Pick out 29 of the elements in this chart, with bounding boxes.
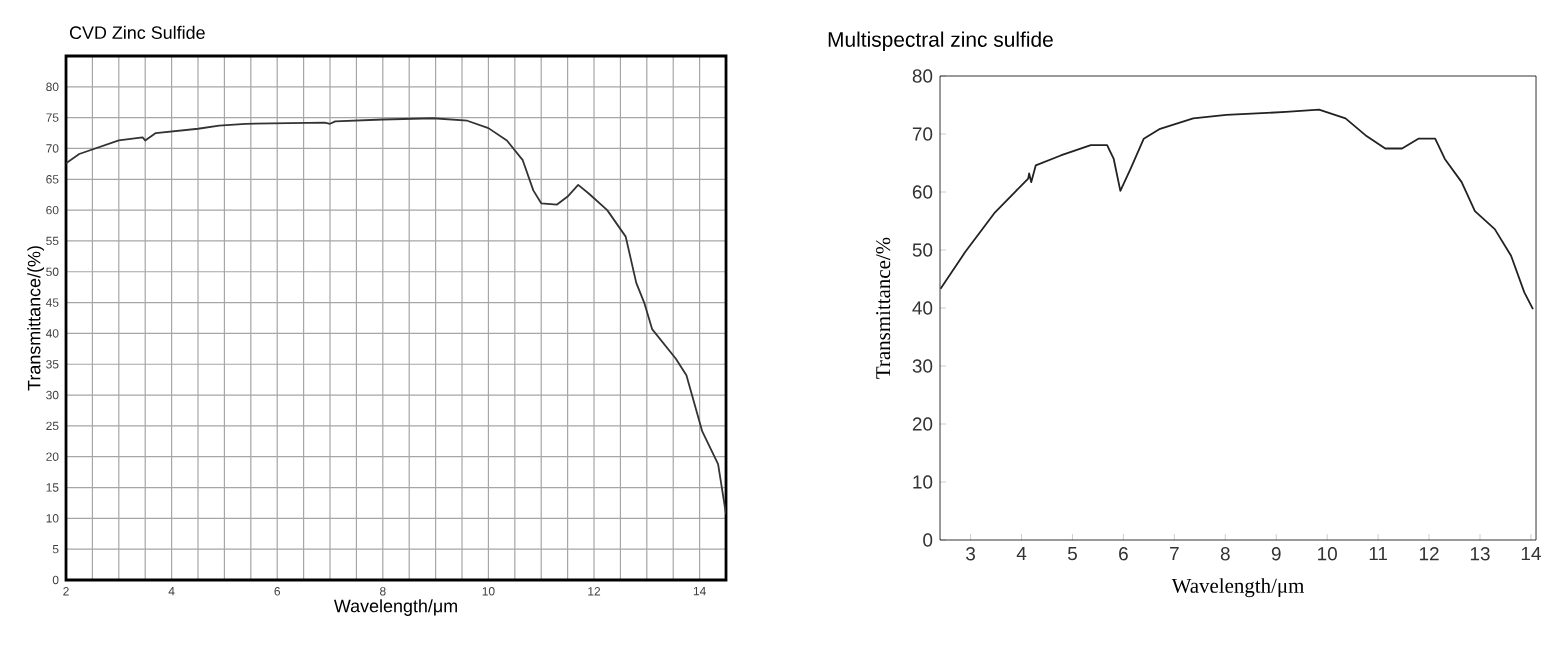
x-axis-title: Wavelength/μm <box>333 599 457 616</box>
x-tick-label: 9 <box>1271 547 1281 561</box>
y-tick-label: 0 <box>923 533 933 547</box>
x-tick-label: 14 <box>1521 547 1541 561</box>
chart-title: CVD Zinc Sulfide <box>69 25 205 40</box>
x-tick-label: 11 <box>1369 547 1387 561</box>
y-tick-label: 80 <box>912 69 933 83</box>
x-tick-label: 7 <box>1170 547 1179 561</box>
y-axis-title: Transmittance/% <box>876 237 891 379</box>
y-tick-label: 10 <box>913 475 933 489</box>
x-tick-label: 5 <box>1067 547 1077 561</box>
x-tick-label: 10 <box>1318 547 1337 561</box>
x-axis-title: Wavelength/μm <box>1171 578 1305 598</box>
x-tick-label: 4 <box>1016 547 1027 561</box>
x-tick-label: 13 <box>1470 547 1490 561</box>
y-tick-label: 60 <box>912 185 933 199</box>
y-tick-label: 70 <box>912 127 933 141</box>
y-tick-label: 20 <box>912 417 933 431</box>
x-tick-label: 6 <box>1119 547 1128 561</box>
line-series <box>940 108 1534 311</box>
y-tick-label: 40 <box>912 301 933 315</box>
x-tick-label: 3 <box>966 547 976 561</box>
chart-title: Multispectral zinc sulfide <box>828 31 1053 52</box>
line-series <box>66 117 727 515</box>
x-tick-label: 12 <box>1419 547 1439 561</box>
y-tick-label: 30 <box>912 359 933 373</box>
y-axis-title: Transmittance/(%) <box>27 246 44 391</box>
y-tick-label: 50 <box>912 243 933 257</box>
x-tick-label: 8 <box>1220 547 1230 561</box>
